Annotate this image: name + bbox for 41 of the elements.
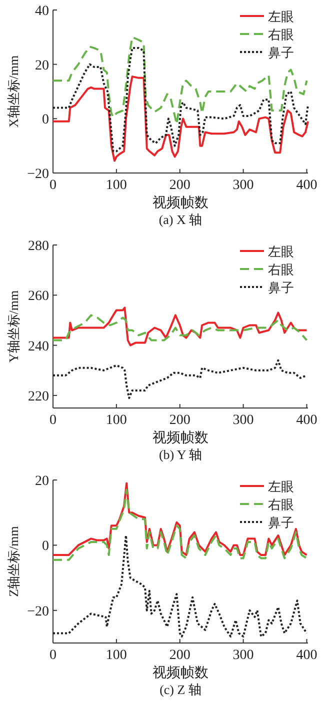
y-axis-title: Z轴坐标/mm: [6, 526, 21, 597]
x-tick-label: 200: [169, 648, 190, 663]
legend-label: 鼻子: [268, 280, 294, 295]
y-tick-label: 0: [42, 112, 49, 128]
x-tick-label: 100: [106, 648, 127, 663]
x-tick-label: 400: [296, 178, 318, 193]
y-tick-label: 20: [35, 474, 49, 489]
y-tick-label: 260: [28, 289, 49, 304]
text: (b) Y 轴: [158, 447, 202, 462]
y-tick-label: 280: [28, 239, 49, 254]
y-tick-label: 0: [42, 539, 49, 554]
legend-label: 右眼: [268, 27, 294, 42]
legend-label: 鼻子: [268, 515, 294, 530]
x-tick-label: 300: [232, 413, 254, 428]
legend-label: 左眼: [268, 9, 294, 24]
x-tick-label: 200: [169, 178, 190, 193]
x-axis-title: 视频帧数: [152, 430, 208, 446]
y-tick-label: −20: [27, 167, 49, 182]
x-tick-label: 300: [232, 648, 254, 663]
y-tick-label: 240: [28, 339, 49, 354]
x-tick-label: 100: [106, 178, 127, 193]
y-tick-label: 40: [35, 4, 49, 19]
legend-label: 右眼: [268, 262, 294, 277]
text: (c) Z 轴: [160, 682, 202, 697]
legend-label: 右眼: [268, 497, 294, 512]
x-tick-label: 300: [232, 178, 254, 193]
x-tick-label: 200: [169, 413, 190, 428]
x-axis-title: 视频帧数: [152, 195, 208, 211]
x-tick-label: 100: [106, 413, 127, 428]
x-tick-label: 400: [296, 648, 318, 663]
legend-label: 左眼: [268, 244, 294, 259]
legend-label: 左眼: [268, 479, 294, 494]
x-tick-label: 400: [296, 413, 318, 428]
text: (a) X 轴: [158, 212, 202, 227]
y-tick-label: −20: [27, 604, 49, 620]
y-axis-title: X轴坐标/mm: [6, 55, 21, 128]
legend-label: 鼻子: [268, 45, 294, 60]
y-tick-label: 220: [28, 389, 49, 404]
y-axis-title: Y轴坐标/mm: [6, 290, 21, 363]
x-axis-title: 视频帧数: [152, 665, 208, 681]
y-tick-label: 20: [35, 58, 49, 74]
